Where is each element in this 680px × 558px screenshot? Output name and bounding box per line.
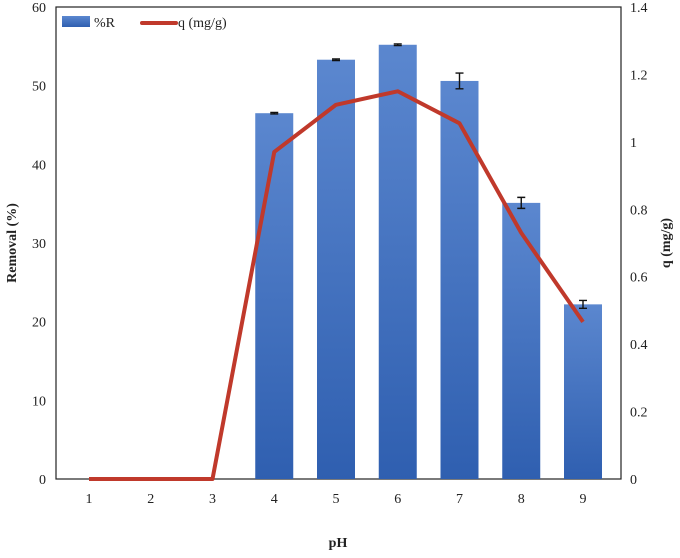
- y2-axis-label: q (mg/g): [659, 218, 674, 269]
- y-tick-label: 20: [32, 316, 46, 331]
- x-axis-label: pH: [329, 536, 348, 551]
- bar-9: [564, 304, 602, 479]
- y-tick-label: 10: [32, 394, 46, 409]
- x-tick-label: 8: [518, 492, 525, 507]
- x-tick-label: 4: [271, 492, 278, 507]
- x-tick-label: 2: [147, 492, 154, 507]
- y-tick-label: 50: [32, 80, 46, 95]
- series-line-q: [89, 89, 585, 481]
- legend-swatch-bar: [62, 16, 90, 27]
- y2-tick-label: 0.4: [630, 338, 648, 353]
- bar-7: [440, 80, 479, 480]
- y2-tick-label: 1: [630, 136, 637, 151]
- legend-label-line: q (mg/g): [178, 16, 227, 31]
- error-bar-4: [270, 111, 279, 115]
- y-tick-label: 40: [32, 158, 46, 173]
- y2-tick-label: 0.6: [630, 271, 648, 286]
- legend-label-bar: %R: [94, 16, 116, 31]
- y2-tick-label: 0.8: [630, 203, 648, 218]
- y-tick-label: 30: [32, 237, 46, 252]
- bar-5: [317, 59, 355, 479]
- bar-4: [255, 113, 294, 479]
- bar-8: [502, 202, 541, 479]
- x-tick-label: 9: [580, 492, 587, 507]
- error-bar-8: [517, 196, 526, 210]
- x-tick-label: 7: [456, 492, 463, 507]
- y2-tick-label: 0: [630, 473, 637, 488]
- error-bar-7: [455, 72, 464, 90]
- x-tick-label: 3: [209, 492, 216, 507]
- x-tick-label: 1: [86, 492, 93, 507]
- x-tick-label: 6: [394, 492, 401, 507]
- y-tick-label: 0: [39, 473, 46, 488]
- y2-tick-label: 1.2: [630, 68, 648, 83]
- error-bar-5: [332, 58, 340, 62]
- legend: %R q (mg/g): [62, 16, 227, 31]
- x-tick-label: 5: [333, 492, 340, 507]
- y-axis-label: Removal (%): [5, 203, 20, 283]
- error-bar-9: [579, 299, 587, 309]
- y-tick-label: 60: [32, 1, 46, 16]
- y2-tick-label: 1.4: [630, 1, 648, 16]
- error-bar-6: [393, 43, 402, 47]
- y2-tick-label: 0.2: [630, 406, 648, 421]
- bar-6: [378, 44, 417, 479]
